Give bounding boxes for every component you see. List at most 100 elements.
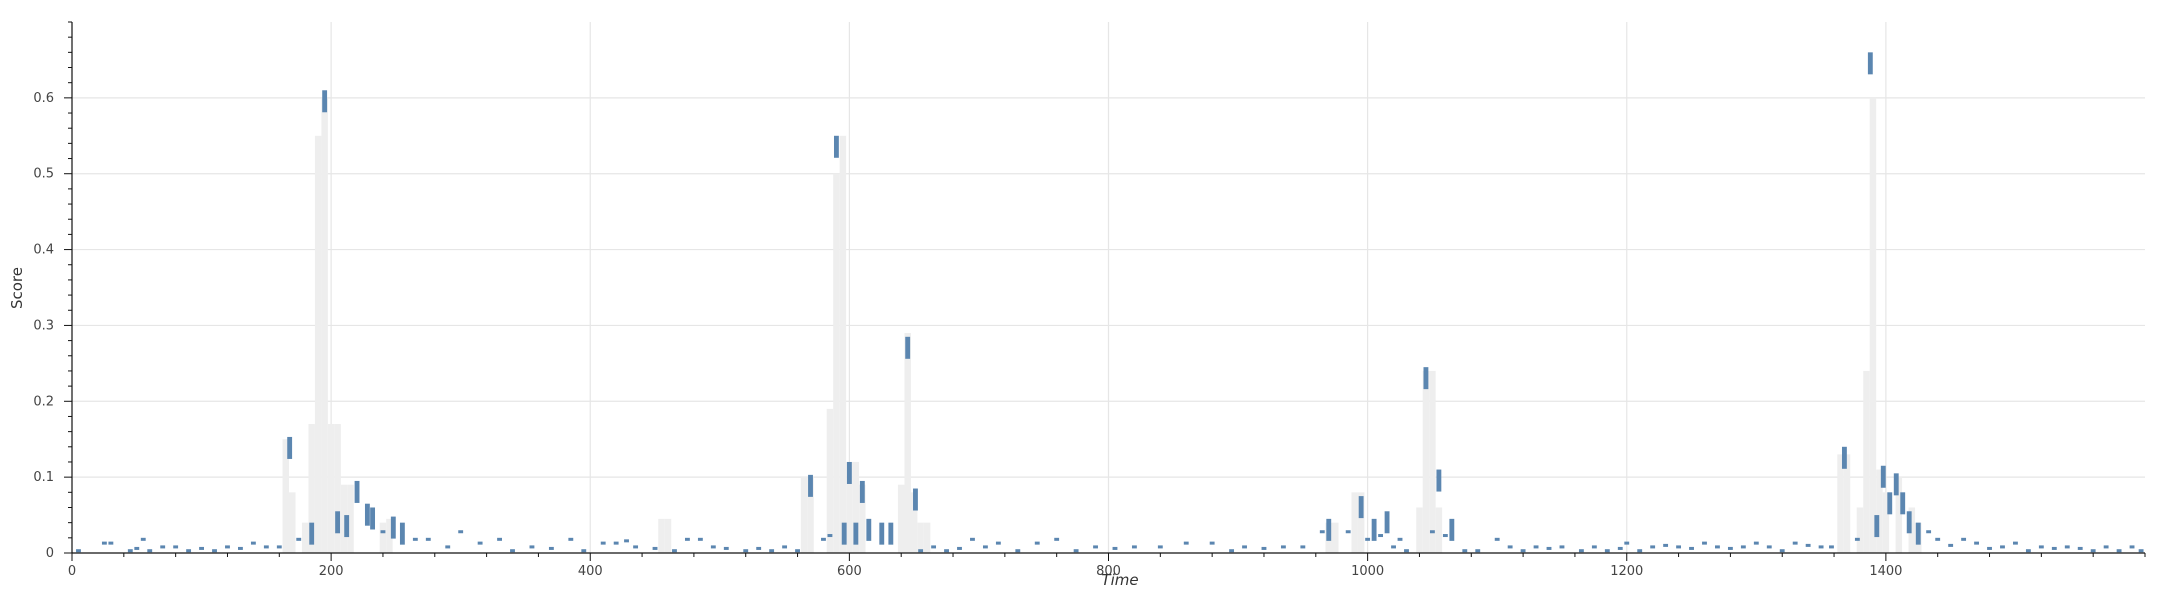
score-bar: [888, 522, 894, 545]
band-bar: [1863, 370, 1870, 553]
score-bar: [624, 539, 629, 543]
score-bar: [859, 480, 865, 503]
band-bar: [910, 492, 918, 553]
score-bar: [1591, 545, 1597, 549]
score-bar: [841, 522, 847, 545]
score-bar: [918, 549, 924, 553]
score-bar: [2000, 545, 2005, 549]
band-bar: [1422, 370, 1430, 553]
score-bar: [1961, 537, 1967, 541]
band-bar: [282, 439, 290, 553]
score-bar: [1727, 546, 1733, 550]
score-bar: [1559, 545, 1565, 549]
score-bar: [510, 549, 515, 553]
axis-layer: 0 0.1 0.2 0.3 0.4 0.5 0.6 0 200 400 600 800 1000 1200…: [33, 21, 2146, 579]
score-bar: [1987, 546, 1992, 550]
score-bar: [944, 549, 949, 553]
score-bar: [1779, 549, 1785, 553]
y-tick-label: 0.1: [33, 470, 54, 485]
band-bar: [904, 333, 911, 553]
score-bar: [1604, 549, 1610, 553]
score-bar: [2090, 549, 2096, 553]
score-bar: [296, 537, 302, 541]
score-bar: [1157, 545, 1163, 549]
score-bar: [1689, 546, 1694, 550]
score-bar: [263, 545, 269, 549]
score-bar: [1209, 541, 1215, 545]
score-bar: [1384, 511, 1390, 534]
band-bar: [1882, 492, 1890, 553]
score-bar: [1520, 549, 1526, 553]
band-bar: [897, 484, 905, 553]
score-bar: [173, 545, 179, 549]
score-bar: [1805, 543, 1811, 547]
score-bar: [1740, 545, 1746, 549]
score-bar: [1880, 465, 1886, 488]
band-bar: [1876, 469, 1883, 553]
score-bar: [1617, 546, 1623, 550]
band-bar: [327, 424, 335, 553]
score-bar: [2038, 545, 2044, 549]
band-bar: [852, 461, 860, 553]
band-bar: [1856, 507, 1864, 553]
score-bar: [1637, 549, 1643, 553]
score-bar: [769, 549, 775, 553]
score-bar: [1034, 541, 1040, 545]
score-bar: [76, 549, 81, 553]
score-bar: [652, 546, 658, 550]
score-bar: [225, 545, 230, 549]
band-bar: [923, 522, 931, 553]
band-bar: [1837, 454, 1844, 553]
score-bar: [833, 135, 839, 158]
band-bar: [1351, 492, 1358, 553]
score-bar: [970, 537, 975, 541]
score-bar: [458, 530, 464, 534]
y-tick-label: 0.2: [33, 394, 54, 409]
y-axis-title: Score: [8, 267, 26, 309]
score-bar: [1054, 537, 1060, 541]
score-bar: [412, 537, 418, 541]
score-bar: [1326, 518, 1332, 541]
score-bar: [795, 549, 800, 553]
score-bar: [1650, 545, 1656, 549]
score-bar: [1345, 530, 1351, 534]
score-bar: [1112, 546, 1118, 550]
score-bar: [1829, 545, 1834, 549]
score-bar: [931, 545, 937, 549]
band-bar: [1435, 507, 1443, 553]
score-bar: [743, 549, 749, 553]
band-bar: [833, 173, 840, 553]
score-bar: [2077, 546, 2083, 550]
score-bar: [1507, 545, 1513, 549]
score-bar: [1300, 545, 1306, 549]
score-bar: [1429, 530, 1435, 534]
band-bar: [314, 135, 322, 554]
score-bar: [1183, 541, 1189, 545]
score-bar: [1702, 541, 1707, 545]
score-bar: [982, 545, 988, 549]
y-tick-label: 0.5: [33, 167, 54, 182]
y-tick-label: 0.4: [33, 243, 54, 258]
score-bar: [134, 546, 140, 550]
band-bar: [1869, 97, 1877, 553]
score-bar: [913, 488, 918, 511]
score-bar: [1015, 549, 1021, 553]
score-bar: [1494, 537, 1500, 541]
score-bar: [1867, 52, 1873, 75]
score-bar: [2103, 545, 2109, 549]
score-bar: [1818, 545, 1824, 549]
score-bar: [756, 546, 762, 550]
score-bar: [905, 336, 911, 359]
score-bar: [1841, 446, 1847, 469]
band-bar: [1357, 492, 1365, 553]
score-bar: [1242, 545, 1247, 549]
score-bar: [108, 541, 114, 545]
score-bar: [445, 545, 451, 549]
x-tick-label: 200: [319, 564, 344, 579]
score-bar: [287, 436, 293, 459]
y-tick-label: 0.3: [33, 318, 54, 333]
band-bar: [826, 408, 834, 553]
score-bar: [101, 541, 107, 545]
score-bar: [399, 522, 405, 545]
score-bar: [672, 549, 677, 553]
